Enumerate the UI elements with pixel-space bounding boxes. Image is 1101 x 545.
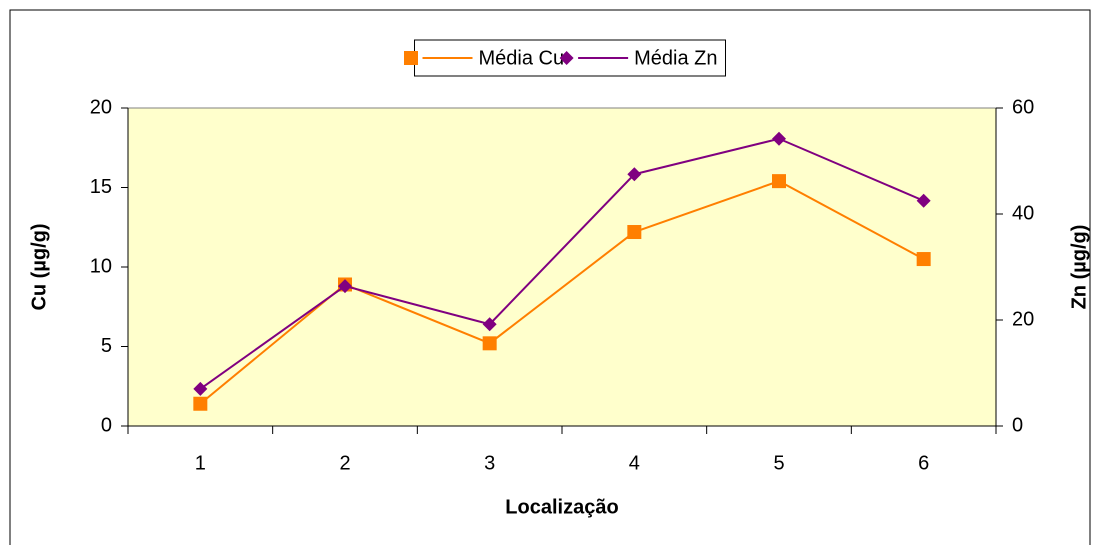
x-axis-title: Localização bbox=[505, 496, 618, 518]
data-point bbox=[916, 252, 931, 267]
data-point bbox=[627, 167, 642, 182]
data-point bbox=[627, 225, 642, 240]
data-point bbox=[193, 396, 208, 411]
legend-marker bbox=[559, 51, 574, 65]
y-tick-label: 20 bbox=[90, 96, 112, 118]
legend-label: Média Cu bbox=[479, 47, 565, 69]
y2-axis-title: Zn (µg/g) bbox=[1068, 225, 1090, 310]
data-point bbox=[338, 279, 352, 294]
y2-tick-label: 20 bbox=[1012, 308, 1034, 330]
y-tick-label: 10 bbox=[90, 255, 112, 277]
data-point bbox=[193, 381, 208, 396]
x-tick-label: 4 bbox=[629, 452, 640, 474]
y2-tick-label: 40 bbox=[1012, 202, 1034, 224]
data-point bbox=[482, 317, 497, 332]
x-tick-label: 2 bbox=[339, 452, 350, 474]
x-tick-label: 6 bbox=[918, 452, 929, 474]
series-line bbox=[199, 137, 925, 390]
data-point bbox=[482, 336, 497, 351]
x-tick-label: 1 bbox=[195, 452, 206, 474]
legend-marker bbox=[404, 51, 418, 65]
data-point bbox=[772, 174, 786, 189]
x-tick-label: 3 bbox=[484, 452, 495, 474]
y2-tick-label: 60 bbox=[1012, 96, 1034, 118]
y-tick-label: 5 bbox=[101, 335, 112, 357]
y2-tick-label: 0 bbox=[1012, 414, 1023, 436]
data-point bbox=[772, 131, 786, 146]
data-point bbox=[916, 193, 931, 208]
y-tick-label: 15 bbox=[90, 176, 112, 198]
plot-area bbox=[127, 107, 997, 427]
y-tick-label: 0 bbox=[101, 414, 112, 436]
legend: Média Cu Média Zn bbox=[414, 39, 726, 77]
x-tick-label: 5 bbox=[773, 452, 784, 474]
legend-label: Média Zn bbox=[634, 47, 717, 69]
y-axis-title: Cu (µg/g) bbox=[28, 223, 50, 310]
